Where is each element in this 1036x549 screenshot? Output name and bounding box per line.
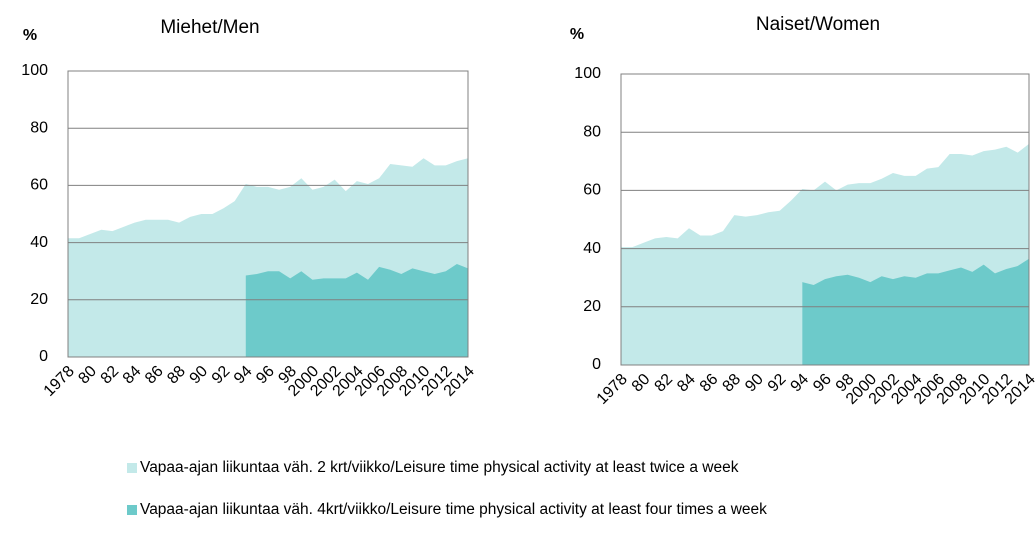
x-tick-label: 90 (742, 371, 767, 396)
y-tick-label: 40 (583, 240, 601, 257)
legend-label: Vapaa-ajan liikuntaa väh. 2 krt/viikko/L… (140, 459, 739, 476)
chart-title: Miehet/Men (160, 17, 259, 38)
y-tick-label: 100 (574, 65, 601, 82)
y-tick-label: 60 (583, 182, 601, 199)
x-tick-label: 90 (187, 363, 212, 388)
x-tick-label: 88 (720, 371, 745, 396)
y-tick-label: 100 (21, 62, 48, 79)
legend-swatch (127, 463, 137, 473)
y-tick-label: 0 (592, 356, 601, 373)
y-tick-label: 0 (39, 348, 48, 365)
x-tick-label: 86 (142, 363, 167, 388)
y-axis-label: % (570, 26, 584, 43)
plot-border (67, 70, 469, 358)
x-tick-label: 1978 (41, 363, 78, 400)
x-tick-label: 92 (765, 371, 790, 396)
y-tick-label: 40 (30, 234, 48, 251)
x-tick-label: 80 (629, 371, 654, 396)
x-tick-label: 86 (697, 371, 722, 396)
x-tick-label: 82 (652, 371, 677, 396)
x-tick-label: 96 (253, 363, 278, 388)
area (245, 264, 468, 357)
x-tick-label: 88 (164, 363, 189, 388)
area (802, 258, 1029, 365)
x-tick-label: 1978 (594, 371, 631, 408)
y-tick-label: 20 (30, 291, 48, 308)
y-tick-label: 80 (30, 119, 48, 136)
x-tick-label: 94 (231, 363, 256, 388)
x-tick-label: 84 (674, 371, 699, 396)
x-tick-label: 84 (120, 363, 145, 388)
chart-title: Naiset/Women (756, 14, 880, 35)
x-tick-label: 96 (810, 371, 835, 396)
y-tick-label: 80 (583, 123, 601, 140)
legend-label: Vapaa-ajan liikuntaa väh. 4krt/viikko/Le… (140, 501, 767, 518)
x-tick-label: 92 (209, 363, 234, 388)
plot-border (620, 73, 1030, 366)
y-tick-label: 60 (30, 177, 48, 194)
y-tick-label: 20 (583, 298, 601, 315)
x-tick-label: 80 (75, 363, 100, 388)
x-tick-label: 94 (788, 371, 813, 396)
legend-swatch (127, 505, 137, 515)
x-tick-label: 82 (98, 363, 123, 388)
y-axis-label: % (23, 27, 37, 44)
